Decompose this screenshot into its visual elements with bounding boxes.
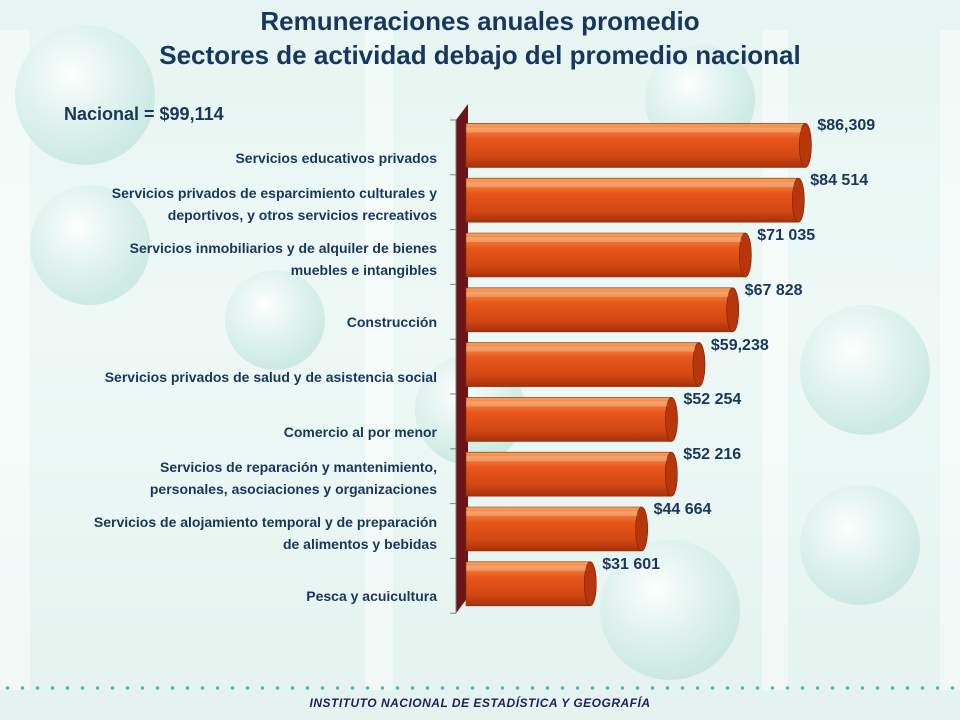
national-average-label: Nacional = $99,114 [64,104,224,124]
category-label-line: personales, asociaciones y organizacione… [149,481,437,498]
title-line-1: Remuneraciones anuales promedio [260,6,700,36]
category-label: Pesca y acuicultura [37,585,437,607]
bar-highlight [466,237,742,242]
chart-back-wall [456,104,468,614]
bar-end-cap [692,342,706,387]
category-label-line: Construcción [346,314,437,331]
data-label: $71 035 [757,227,816,244]
category-label: Construcción [37,311,437,333]
bar-end-cap [726,287,739,333]
data-label: $84 514 [810,172,869,190]
title-line-2: Sectores de actividad debajo del promedi… [159,40,801,70]
category-label: Servicios inmobiliarios y de alquiler de… [37,237,437,281]
data-label: $52 216 [683,446,742,464]
bar-highlight [466,565,587,571]
bar-highlight [466,511,638,516]
bar-end-cap [635,506,648,552]
chart-title: Remuneraciones anuales promedio Sectores… [0,4,960,72]
bar-highlight [466,456,668,462]
bar-end-cap [799,123,812,168]
category-label-line: Servicios privados de salud y de asisten… [104,369,437,385]
category-label: Servicios privados de salud y de asisten… [37,366,437,388]
category-label: Servicios de reparación y mantenimiento,… [37,456,437,500]
category-label-line: Comercio al por menor [283,423,437,440]
bar-highlight [466,182,795,188]
bar-highlight [466,401,668,407]
bar-end-cap [738,232,752,278]
category-label-line: Servicios educativos privados [235,149,437,166]
category-label-line: Servicios de alojamiento temporal y de p… [93,514,437,530]
data-label: $86,309 [817,117,876,135]
category-label: Comercio al por menor [37,421,437,443]
data-label: $52 254 [683,391,742,409]
bar-highlight [466,346,695,352]
bar-end-cap [583,561,597,607]
bar-highlight [466,291,729,297]
category-label-line: Servicios privados de esparcimiento cult… [111,185,437,202]
category-label-line: deportivos, y otros servicios recreativo… [167,207,437,224]
category-label-line: muebles e intangibles [290,262,437,278]
bar-end-cap [791,177,805,223]
category-label-line: Servicios de reparación y mantenimiento, [160,459,437,476]
bar-end-cap [665,451,678,497]
bar-highlight [466,127,802,133]
data-label: $59,238 [710,336,769,354]
bar-end-cap [665,397,678,442]
footer-divider [0,684,960,692]
category-label-line: Pesca y acuicultura [306,588,437,605]
data-label: $44 664 [653,501,712,518]
footer-institution: INSTITUTO NACIONAL DE ESTADÍSTICA Y GEOG… [309,696,651,710]
category-label: Servicios educativos privados [37,147,437,169]
category-label: Servicios privados de esparcimiento cult… [37,182,437,226]
category-label-line: de alimentos y bebidas [282,536,437,552]
category-label-line: Servicios inmobiliarios y de alquiler de… [129,240,437,256]
data-label: $31 601 [602,555,661,573]
category-label: Servicios de alojamiento temporal y de p… [37,511,437,555]
data-label: $67 828 [744,281,803,299]
